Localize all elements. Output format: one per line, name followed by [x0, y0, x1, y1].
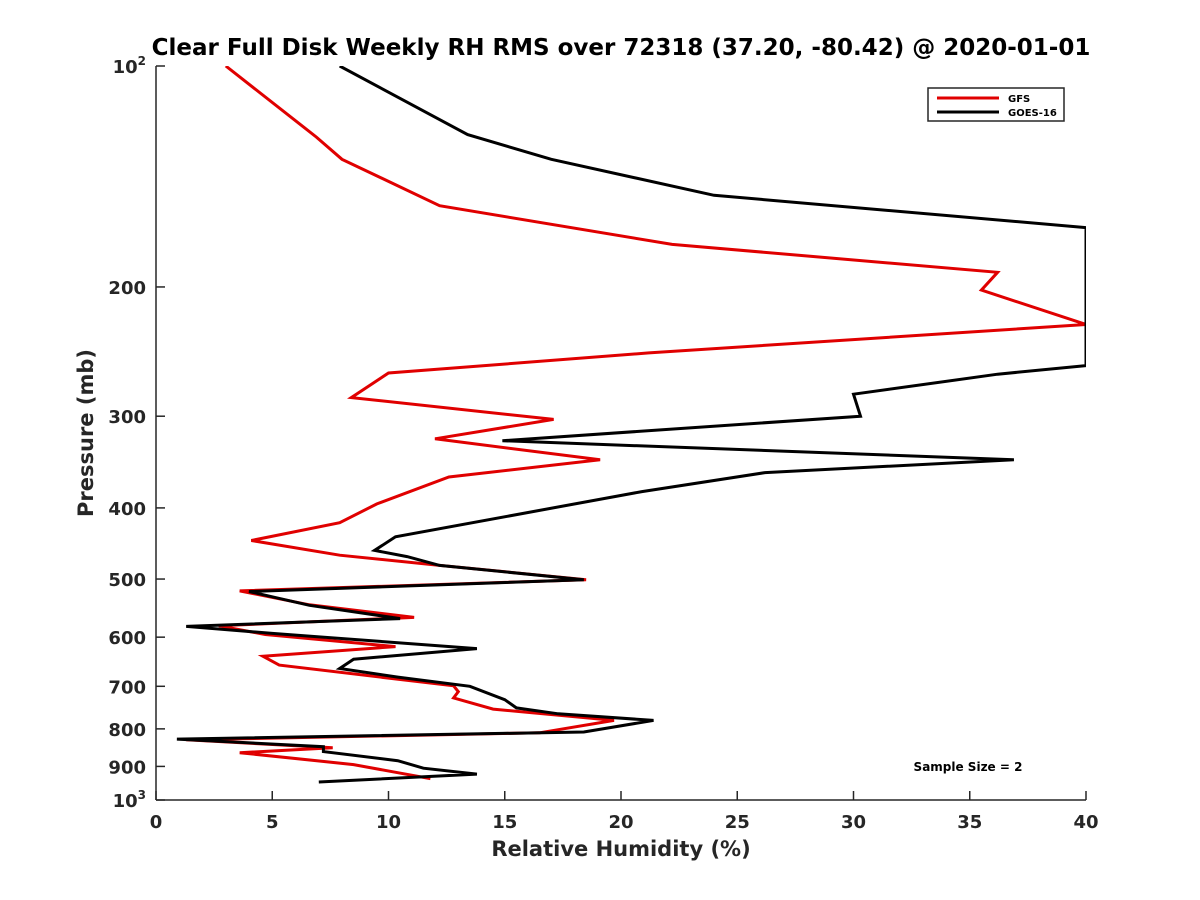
y-tick-label: 800 [108, 720, 146, 741]
sample-size-annotation: Sample Size = 2 [914, 760, 1023, 774]
x-tick-label: 5 [266, 812, 279, 833]
x-tick-label: 35 [957, 812, 982, 833]
series-layer [176, 66, 1086, 784]
y-axis-ticks: 102 200 300 400 500 600 700 800 900 103 [108, 54, 165, 812]
x-tick-label: 0 [150, 812, 163, 833]
y-tick-label: 700 [108, 677, 146, 698]
series-line-gfs [186, 66, 1086, 781]
y-tick-label: 300 [108, 407, 146, 428]
y-axis-label: Pressure (mb) [74, 349, 98, 517]
series-line-goes-16 [176, 66, 1086, 784]
x-tick-label: 20 [608, 812, 633, 833]
x-axis-label: Relative Humidity (%) [491, 837, 750, 861]
legend-box [927, 87, 1065, 122]
y-tick-label: 103 [113, 788, 146, 812]
x-tick-label: 15 [492, 812, 517, 833]
y-tick-label: 102 [113, 54, 146, 78]
y-tick-label: 200 [108, 278, 146, 299]
legend-label-goes-16: GOES-16 [1008, 108, 1057, 119]
chart-title: Clear Full Disk Weekly RH RMS over 72318… [152, 35, 1091, 61]
x-tick-label: 40 [1073, 812, 1098, 833]
y-tick-label: 500 [108, 570, 146, 591]
legend-label-gfs: GFS [1008, 94, 1030, 105]
legend: GFS GOES-16 [927, 87, 1065, 122]
y-tick-label: 600 [108, 628, 146, 649]
plot-area: 0 5 10 15 20 25 30 35 40 102 200 300 400 500 600 700 80… [108, 54, 1098, 833]
x-tick-label: 30 [841, 812, 866, 833]
y-tick-label: 900 [108, 757, 146, 778]
x-tick-label: 25 [725, 812, 750, 833]
y-tick-label: 400 [108, 499, 146, 520]
x-tick-label: 10 [376, 812, 401, 833]
x-axis-ticks: 0 5 10 15 20 25 30 35 40 [150, 791, 1099, 833]
